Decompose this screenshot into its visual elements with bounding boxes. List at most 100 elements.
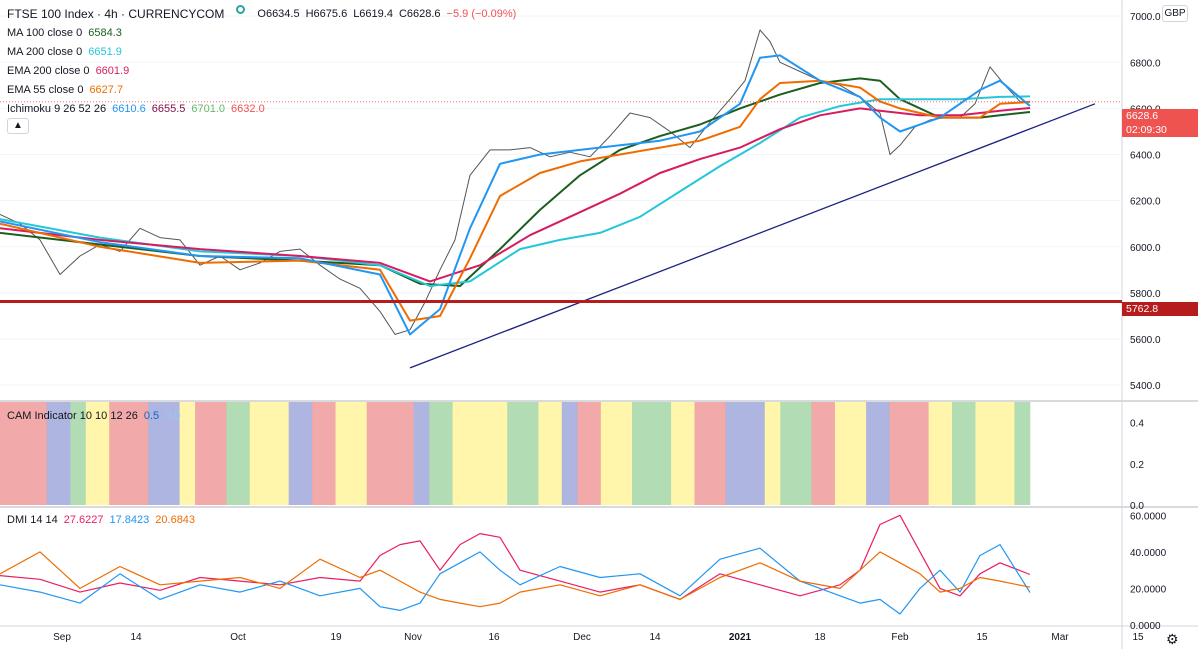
currency-button[interactable]: GBP: [1162, 5, 1188, 22]
cam-bar: [249, 402, 289, 505]
cam-bar: [85, 402, 110, 505]
series-line: [0, 54, 1031, 336]
indicator-row[interactable]: EMA 200 close 0 6601.9: [7, 62, 516, 81]
indicator-label: Ichimoku 9 26 52 26: [7, 103, 107, 115]
indicator-value: 6632.0: [231, 103, 265, 115]
y-tick-label: 0.4: [1130, 419, 1144, 430]
dmi-line: [0, 514, 1031, 601]
y-tick-label: 6400.0: [1130, 151, 1161, 162]
ohlc-open: O6634.5: [257, 8, 300, 20]
cam-bar: [429, 402, 453, 505]
indicator-label: EMA 200 close 0: [7, 65, 90, 77]
y-tick-label: 0.0: [1130, 501, 1144, 512]
cam-bar: [288, 402, 313, 505]
y-tick-label: 5800.0: [1130, 289, 1161, 300]
series-line: [0, 79, 1031, 322]
cam-bar: [335, 402, 367, 505]
dmi-plus-value: 27.6227: [63, 514, 104, 526]
cam-bar: [780, 402, 812, 505]
x-tick-label: 16: [488, 632, 500, 643]
cam-bar: [0, 402, 48, 505]
cam-bar: [561, 402, 578, 505]
indicator-value: 6627.7: [89, 84, 124, 96]
series-line: [0, 107, 1031, 283]
series-line: [0, 95, 1031, 287]
cam-bar: [975, 402, 1015, 505]
x-tick-label: 14: [130, 632, 142, 643]
indicator-value: 6601.9: [95, 65, 130, 77]
cam-bar: [834, 402, 867, 505]
x-tick-label: 14: [649, 632, 661, 643]
dmi-line: [0, 543, 1031, 615]
x-tick-label: 19: [330, 632, 342, 643]
series-line: [0, 77, 1031, 287]
x-tick-label: 15: [976, 632, 988, 643]
cam-bar: [889, 402, 929, 505]
cam-legend: CAM Indicator 10 10 12 26 0.5 0.0: [7, 407, 180, 426]
indicator-row[interactable]: MA 200 close 0 6651.9: [7, 43, 516, 62]
indicator-label: MA 200 close 0: [7, 46, 83, 58]
legend-main: FTSE 100 Index · 4h · CURRENCYCOM O6634.…: [7, 5, 516, 119]
x-tick-label: Feb: [891, 632, 909, 643]
indicator-label: EMA 55 close 0: [7, 84, 84, 96]
cam-bar: [46, 402, 71, 505]
x-tick-label: Sep: [53, 632, 71, 643]
indicator-row[interactable]: MA 100 close 0 6584.3: [7, 24, 516, 43]
indicator-value: 6584.3: [88, 27, 122, 39]
x-tick-label: Oct: [230, 632, 246, 643]
x-tick-label: Dec: [573, 632, 591, 643]
cam-bar: [811, 402, 836, 505]
symbol-title[interactable]: FTSE 100 Index · 4h · CURRENCYCOM: [7, 7, 225, 21]
cam-bar: [507, 402, 539, 505]
cam-bar: [109, 402, 149, 505]
x-tick-label: 15: [1132, 632, 1144, 643]
cam-bar: [928, 402, 953, 505]
cam-bar: [538, 402, 563, 505]
indicator-row[interactable]: Ichimoku 9 26 52 26 6610.6 6655.5 6701.0 663…: [7, 100, 516, 119]
cam-value-2: 0.0: [165, 410, 181, 422]
indicator-value: 6655.5: [151, 103, 186, 115]
y-tick-label: 7000.0: [1130, 12, 1161, 23]
x-tick-label: Mar: [1051, 632, 1069, 643]
y-tick-label: 6000.0: [1130, 243, 1161, 254]
cam-bar: [148, 402, 180, 505]
indicator-value: 6610.6: [112, 103, 146, 115]
y-tick-label: 40.0000: [1130, 548, 1167, 559]
settings-gear-icon[interactable]: ⚙: [1166, 631, 1179, 647]
cam-label[interactable]: CAM Indicator 10 10 12 26: [7, 410, 138, 422]
series-line: [409, 103, 1096, 369]
legend-collapse-button[interactable]: ▲: [7, 118, 29, 134]
cam-bar: [226, 402, 250, 505]
cam-value-1: 0.5: [143, 410, 160, 422]
countdown-tag: 02:09:30: [1122, 123, 1198, 137]
y-tick-label: 5600.0: [1130, 335, 1161, 346]
indicator-list: MA 100 close 0 6584.3 MA 200 close 0 6651.9…: [7, 24, 516, 119]
market-status-icon: [236, 5, 246, 14]
y-tick-label: 0.0000: [1130, 621, 1161, 632]
indicator-row[interactable]: EMA 55 close 0 6627.7: [7, 81, 516, 100]
cam-bar: [1014, 402, 1031, 505]
y-tick-label: 6800.0: [1130, 58, 1161, 69]
y-tick-label: 6200.0: [1130, 197, 1161, 208]
cam-bar: [866, 402, 890, 505]
series-line: [0, 29, 1031, 335]
x-tick-label: Nov: [404, 632, 422, 643]
cam-bar: [764, 402, 781, 505]
dmi-label[interactable]: DMI 14 14: [7, 514, 58, 526]
dmi-line: [0, 551, 1031, 608]
y-tick-label: 5400.0: [1130, 381, 1161, 392]
ohlc-low: L6619.4: [353, 8, 393, 20]
cam-bar: [632, 402, 672, 505]
dmi-minus-value: 17.8423: [109, 514, 150, 526]
y-tick-label: 20.0000: [1130, 584, 1167, 595]
x-tick-label: 18: [814, 632, 826, 643]
legend-title-row: FTSE 100 Index · 4h · CURRENCYCOM O6634.…: [7, 5, 516, 24]
chevron-up-icon: ▲: [13, 120, 23, 131]
cam-bar: [179, 402, 196, 505]
ohlc-change: −5.9 (−0.09%): [446, 8, 517, 20]
y-tick-label: 0.2: [1130, 460, 1144, 471]
cam-bar: [312, 402, 336, 505]
cam-bar: [195, 402, 227, 505]
